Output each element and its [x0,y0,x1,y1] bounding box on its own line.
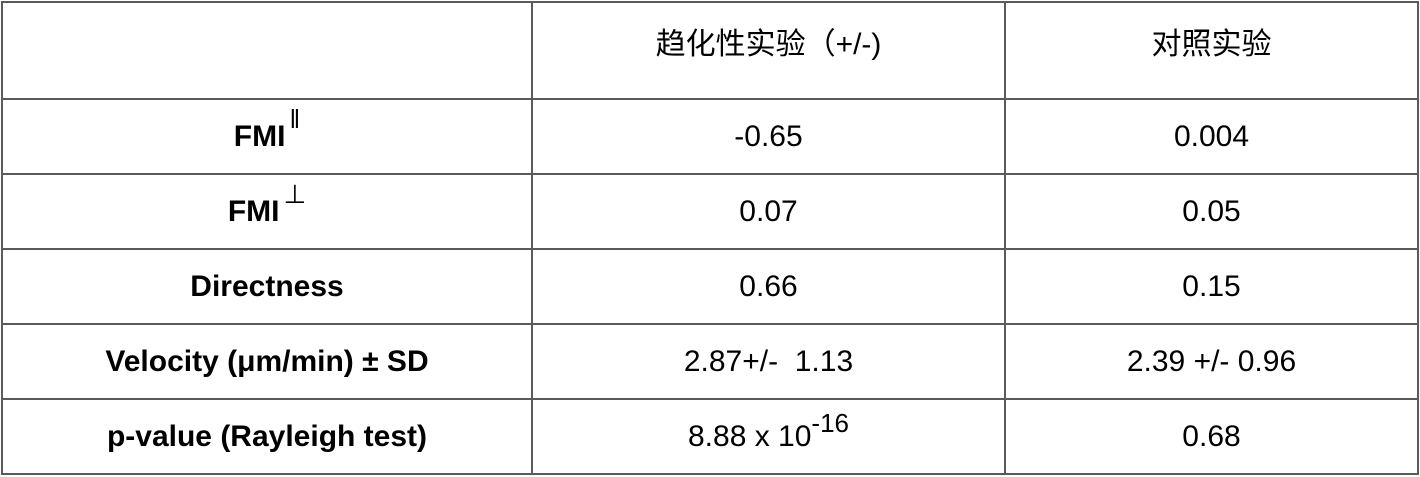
header-cell-empty [1,1,533,100]
cell: 2.87+/- 1.13 [531,323,1006,400]
row-label: Directness [1,248,533,325]
cell: 2.39 +/- 0.96 [1004,323,1419,400]
cell: 0.68 [1004,398,1419,475]
header-control: 对照实验 [1151,27,1272,61]
header-row: 趋化性实验（+/-) 对照实验 [1,1,1419,100]
cell: 0.004 [1004,98,1419,175]
parallel-symbol: ‖ [289,103,301,134]
cell: 0.07 [531,173,1006,250]
row-label: Velocity (μm/min) ± SD [1,323,533,400]
table-row: Velocity (μm/min) ± SD 2.87+/- 1.13 2.39… [1,323,1419,400]
row-label: FMI⊥ [1,173,533,250]
header-chemotaxis: 趋化性实验（+/-) [655,27,882,61]
table-row: Directness 0.66 0.15 [1,248,1419,325]
cell: -0.65 [531,98,1006,175]
perpendicular-symbol: ⊥ [283,178,307,209]
row-label: p-value (Rayleigh test) [1,398,533,475]
table-row: p-value (Rayleigh test) 8.88 x 10-16 0.6… [1,398,1419,475]
p-value-exponent: -16 [811,407,849,438]
fmi-label: FMI [233,119,286,153]
row-label: FMI‖ [1,98,533,175]
fmi-label: FMI [227,194,280,228]
cell: 0.05 [1004,173,1419,250]
cell: 0.15 [1004,248,1419,325]
table-row: FMI‖ -0.65 0.004 [1,98,1419,175]
header-cell-control: 对照实验 [1004,1,1419,100]
cell: 8.88 x 10-16 [531,398,1006,475]
p-value-base: 8.88 x 10 [687,419,812,453]
cell: 0.66 [531,248,1006,325]
header-cell-chemotaxis: 趋化性实验（+/-) [531,1,1006,100]
table-row: FMI⊥ 0.07 0.05 [1,173,1419,250]
